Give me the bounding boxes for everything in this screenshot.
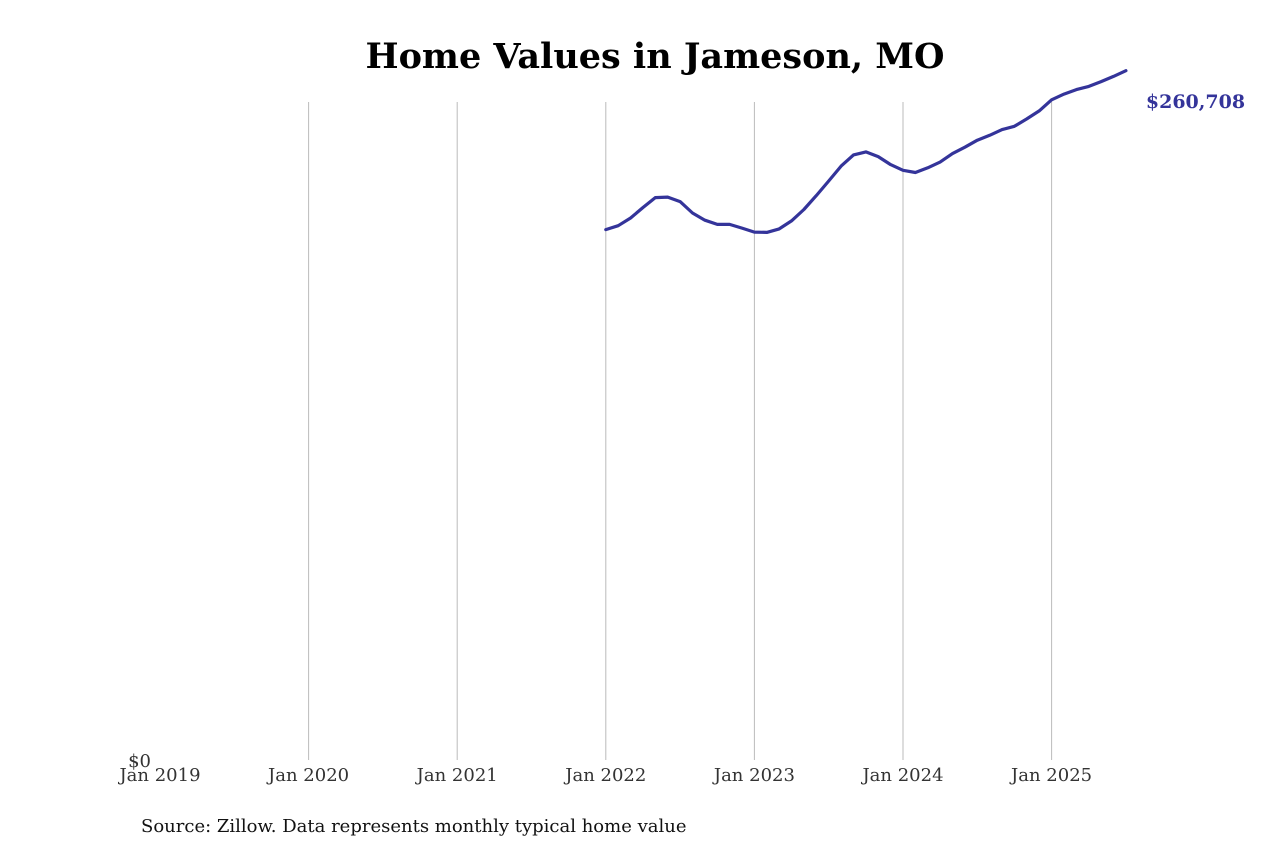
source-note: Source: Zillow. Data represents monthly … <box>141 816 687 837</box>
chart-title: Home Values in Jameson, MO <box>365 36 945 77</box>
y-tick-label: $0 <box>128 751 151 772</box>
x-tick-label: Jan 2022 <box>563 765 646 786</box>
x-tick-label: Jan 2024 <box>860 765 943 786</box>
x-tick-label: Jan 2025 <box>1009 765 1092 786</box>
x-tick-label: Jan 2020 <box>266 765 349 786</box>
series-line <box>604 69 1128 234</box>
x-tick-label: Jan 2019 <box>117 765 200 786</box>
x-tick-label: Jan 2021 <box>415 765 498 786</box>
x-tick-label: Jan 2023 <box>712 765 795 786</box>
end-value-label: $260,708 <box>1146 91 1245 113</box>
